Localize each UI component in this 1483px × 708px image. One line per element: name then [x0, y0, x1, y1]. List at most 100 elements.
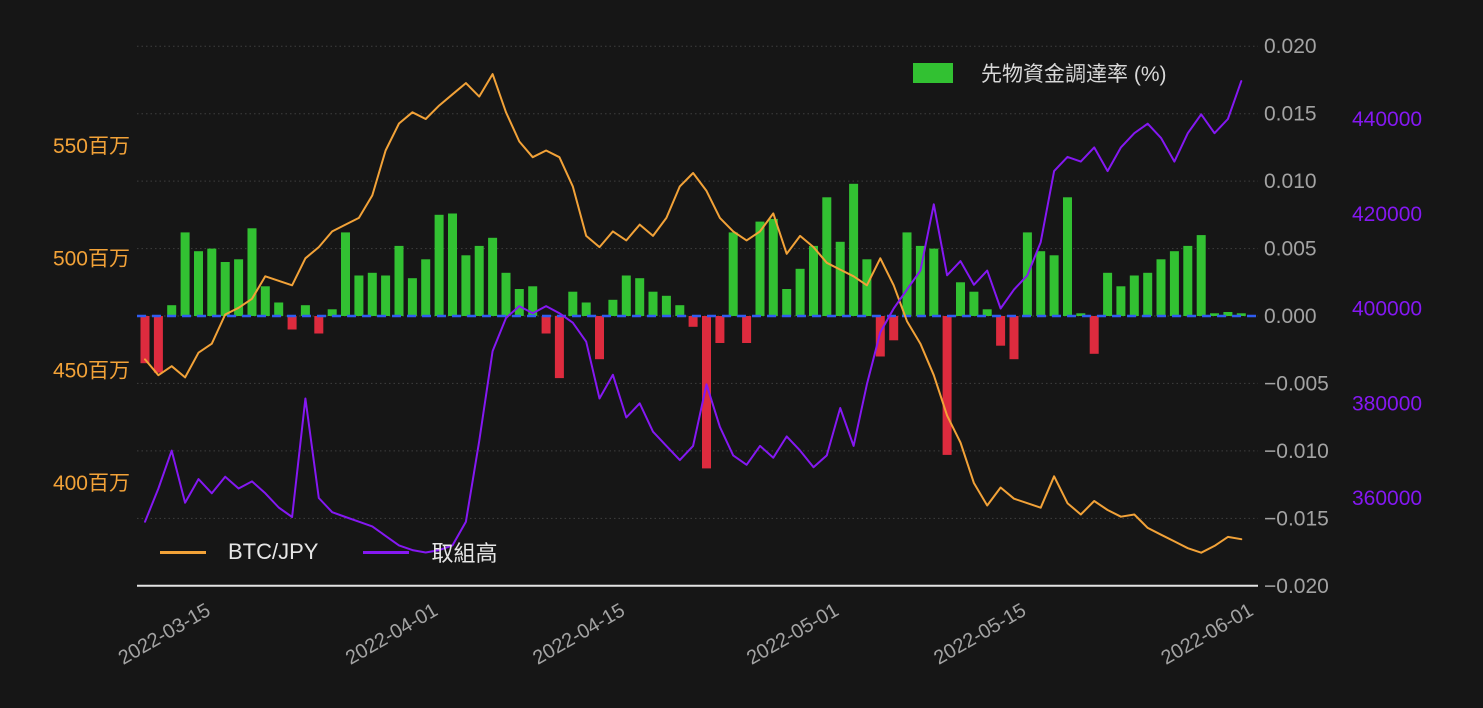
funding-rate-bar[interactable]	[675, 305, 685, 316]
funding-rate-bar[interactable]	[260, 286, 270, 316]
funding-rate-bar[interactable]	[902, 232, 912, 316]
funding-rate-bar[interactable]	[648, 291, 658, 316]
funding-rate-bar[interactable]	[742, 316, 752, 343]
funding-rate-bar[interactable]	[768, 218, 778, 316]
legend-item-btcjpy[interactable]: BTC/JPY	[160, 539, 318, 565]
funding-rate-bar[interactable]	[982, 309, 992, 316]
funding-rate-bar[interactable]	[541, 316, 551, 334]
funding-rate-bar[interactable]	[314, 316, 324, 334]
funding-rate-bar[interactable]	[1236, 313, 1246, 316]
funding-rate-bar[interactable]	[621, 275, 631, 317]
funding-rate-bar[interactable]	[140, 316, 150, 364]
legend-item-openinterest[interactable]: 取組高	[363, 536, 497, 568]
funding-rate-bar[interactable]	[354, 275, 364, 317]
price-tick-label: 450百万	[53, 360, 130, 383]
price-tick-label: 400百万	[53, 472, 130, 495]
funding-rate-bar[interactable]	[1143, 272, 1153, 316]
funding-rate-bar[interactable]	[956, 282, 965, 316]
funding-rate-bar[interactable]	[715, 316, 725, 343]
funding-rate-bar[interactable]	[581, 302, 591, 317]
funding-rate-bar[interactable]	[1076, 313, 1086, 316]
funding-tick-label: −0.020	[1264, 575, 1329, 598]
funding-rate-bar[interactable]	[688, 316, 698, 327]
funding-rate-bar[interactable]	[367, 272, 377, 316]
funding-rate-bar[interactable]	[862, 259, 872, 316]
funding-rate-bar[interactable]	[822, 197, 832, 316]
openinterest-legend-swatch	[363, 550, 410, 554]
funding-rate-bar[interactable]	[514, 289, 524, 316]
legend-item-funding[interactable]: 先物資金調達率 (%)	[913, 58, 1167, 88]
funding-rate-bar[interactable]	[180, 232, 190, 316]
funding-rate-bar[interactable]	[234, 259, 244, 316]
funding-rate-bar[interactable]	[969, 291, 979, 316]
funding-rate-bar[interactable]	[1196, 235, 1206, 316]
funding-rate-bar[interactable]	[1089, 316, 1099, 354]
funding-rate-bar[interactable]	[1036, 251, 1046, 316]
funding-rate-bar[interactable]	[635, 278, 645, 316]
funding-rate-bar[interactable]	[207, 248, 217, 316]
btcjpy-line[interactable]	[144, 73, 1243, 554]
funding-rate-bar[interactable]	[421, 259, 431, 316]
funding-rate-bar[interactable]	[1103, 272, 1113, 316]
funding-tick-label: 0.005	[1264, 238, 1317, 261]
funding-rate-bar[interactable]	[528, 286, 538, 316]
funding-tick-label: 0.015	[1264, 103, 1317, 126]
funding-rate-bar[interactable]	[942, 316, 952, 455]
funding-rate-bar[interactable]	[795, 268, 805, 316]
funding-rate-bar[interactable]	[153, 316, 163, 373]
funding-rate-bar[interactable]	[554, 316, 564, 379]
funding-rate-bar[interactable]	[501, 272, 511, 316]
funding-rate-bar[interactable]	[661, 295, 671, 316]
funding-rate-bar[interactable]	[1009, 316, 1019, 360]
funding-rate-bar[interactable]	[1129, 275, 1139, 317]
funding-rate-bar[interactable]	[755, 221, 765, 316]
x-tick-label: 2022-03-15	[115, 599, 215, 669]
x-tick-label: 2022-05-01	[743, 599, 843, 669]
funding-rate-bar[interactable]	[728, 232, 738, 316]
funding-rate-bar[interactable]	[434, 214, 444, 316]
funding-rate-bar[interactable]	[915, 245, 925, 316]
funding-rate-bar[interactable]	[488, 237, 498, 316]
funding-rate-bar[interactable]	[247, 228, 257, 316]
funding-rate-bar[interactable]	[394, 245, 404, 316]
x-tick-label: 2022-04-15	[529, 599, 629, 669]
funding-rate-bar[interactable]	[1063, 197, 1072, 316]
funding-rate-bar[interactable]	[996, 316, 1006, 346]
funding-rate-bar[interactable]	[1116, 286, 1126, 316]
funding-rate-bar[interactable]	[167, 305, 177, 316]
funding-rate-bar[interactable]	[1169, 251, 1179, 316]
funding-rate-bar[interactable]	[300, 305, 310, 316]
funding-rate-bar[interactable]	[929, 248, 939, 316]
funding-rate-bar[interactable]	[702, 316, 711, 469]
funding-rate-bar[interactable]	[608, 299, 618, 316]
funding-legend-label: 先物資金調達率 (%)	[981, 63, 1167, 86]
funding-rate-bar[interactable]	[595, 316, 604, 360]
funding-rate-bar[interactable]	[474, 245, 484, 316]
funding-rate-bar[interactable]	[274, 302, 284, 317]
funding-rate-bars[interactable]	[140, 183, 1246, 469]
funding-rate-bar[interactable]	[568, 291, 578, 316]
funding-rate-bar[interactable]	[782, 289, 792, 316]
funding-rate-bar[interactable]	[809, 245, 818, 316]
funding-rate-bar[interactable]	[1210, 313, 1219, 316]
funding-rate-bar[interactable]	[1156, 259, 1166, 316]
funding-rate-bar[interactable]	[1223, 312, 1233, 316]
funding-rate-bar[interactable]	[194, 251, 203, 316]
funding-rate-bar[interactable]	[381, 275, 391, 317]
funding-rate-bar[interactable]	[889, 316, 899, 341]
funding-rate-bar[interactable]	[849, 183, 859, 316]
funding-rate-bar[interactable]	[407, 278, 417, 316]
funding-rate-bar[interactable]	[461, 255, 471, 316]
funding-rate-bar[interactable]	[341, 232, 350, 316]
openinterest-legend-label: 取組高	[431, 541, 498, 566]
funding-rate-bar[interactable]	[1183, 245, 1193, 316]
open-interest-line[interactable]	[144, 80, 1243, 554]
funding-rate-bar[interactable]	[875, 316, 885, 357]
funding-rate-bar[interactable]	[287, 316, 297, 330]
funding-rate-bar[interactable]	[327, 309, 337, 316]
funding-rate-bar[interactable]	[1049, 255, 1059, 316]
funding-rate-bar[interactable]	[835, 241, 845, 316]
funding-rate-bar[interactable]	[448, 213, 457, 317]
funding-rate-bar[interactable]	[220, 262, 230, 316]
